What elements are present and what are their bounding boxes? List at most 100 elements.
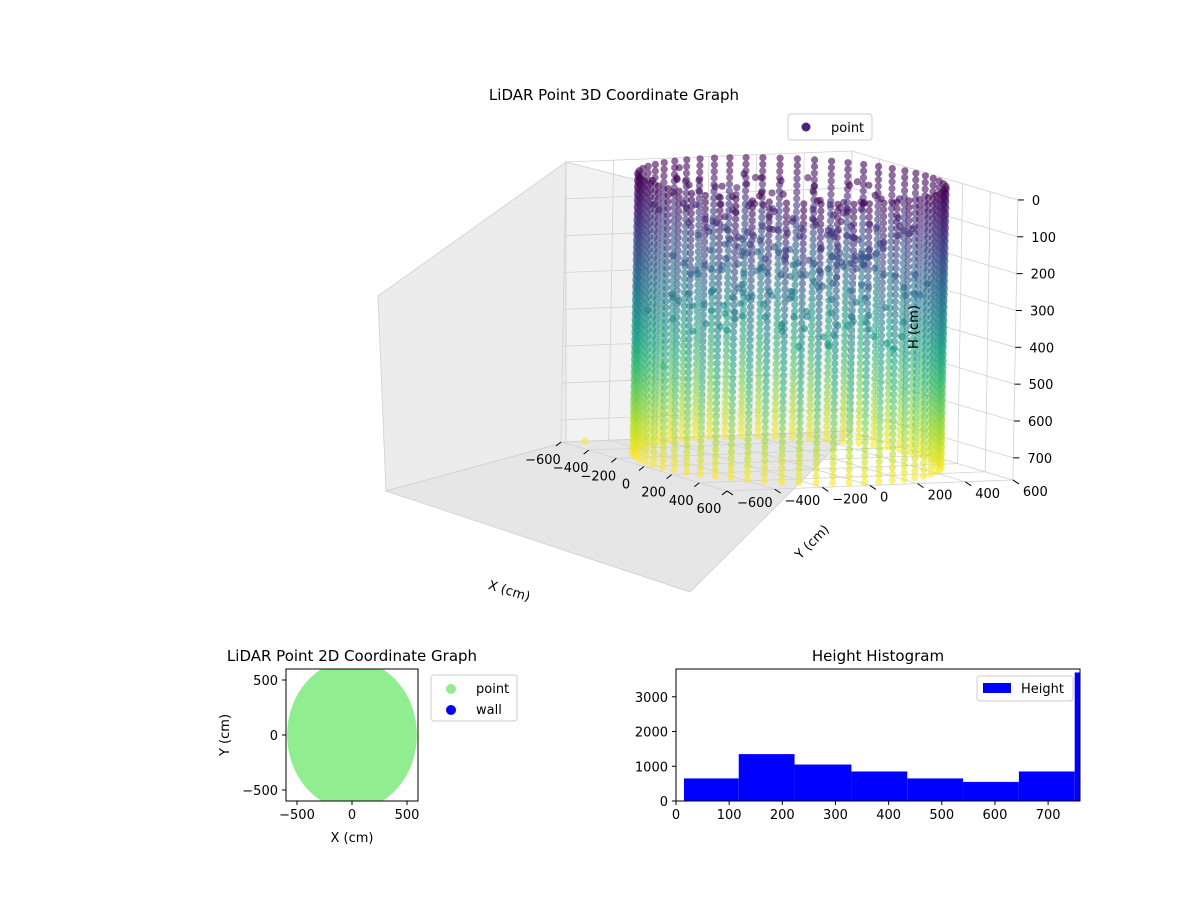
data-point [901,402,910,410]
data-point [892,278,900,286]
data-point [681,229,690,237]
data-point [697,430,705,438]
data-point [765,231,773,239]
data-point [796,419,804,427]
data-point [796,438,804,447]
data-point [920,432,928,440]
data-point [776,154,784,162]
data-point [799,253,807,261]
data-point [696,168,704,176]
data-point [900,475,908,483]
data-point [855,426,863,434]
data-point [904,283,912,291]
data-point [797,346,805,354]
data-point [816,260,824,268]
data-point [848,306,856,314]
data-point [871,355,879,363]
data-point [756,333,764,341]
data-point [679,361,687,369]
data-point [637,349,646,357]
data-point [912,176,920,184]
data-point [765,211,773,219]
data-point [762,390,770,398]
data-point [659,437,668,445]
data-point [846,419,854,427]
data-point [651,368,659,376]
data-point [815,306,823,314]
data-point [691,433,699,441]
data-point [761,410,770,418]
data-point [884,430,892,438]
data-point [699,337,707,345]
data-point [873,275,881,283]
data-point [737,299,745,308]
data-point [684,388,692,396]
data-point [812,459,821,467]
data-point [797,366,805,374]
data-point [732,208,740,217]
data-point [795,465,803,473]
chart2d-x-label: X (cm) [331,831,374,846]
data-point [716,193,724,202]
data-point [884,423,892,431]
data-point [679,348,687,356]
data-point [847,353,855,361]
data-point [935,322,943,330]
data-point [674,273,682,281]
data-point [904,256,912,265]
data-point [905,223,913,231]
data-point [698,371,706,379]
data-point [755,366,763,374]
data-point [922,346,930,354]
data-point [920,465,928,474]
data-point [707,353,715,361]
data-point [812,452,821,460]
data-point [723,339,731,347]
data-point [663,251,671,259]
data-point [799,266,807,274]
data-point [653,248,661,256]
data-point [814,353,822,361]
data-point [699,317,707,326]
data-point [662,304,670,312]
data-point [892,264,900,272]
data-point [859,180,868,188]
data-point [853,178,862,186]
y-tick-label: 3000 [635,691,668,706]
data-point [920,446,928,454]
data-point [924,233,932,241]
data-point [824,340,832,348]
data-point [870,428,878,436]
data-point [639,283,647,291]
grid-line [984,191,991,472]
data-point [728,421,736,429]
data-point [843,208,851,216]
data-point [900,187,909,195]
data-point [860,167,868,175]
data-point [861,465,869,473]
data-point [755,392,763,400]
data-point [870,408,878,416]
data-point [730,315,738,323]
data-point [931,205,940,213]
data-point [654,202,662,210]
data-point [654,189,663,197]
data-point [929,351,937,359]
data-point [831,366,839,374]
data-point [888,171,896,179]
data-point [856,353,864,361]
data-point [887,211,896,219]
data-point [793,188,801,196]
x-tick-label: −600 [525,453,561,468]
data-point [731,248,739,256]
data-point [708,320,716,328]
data-point [680,282,689,290]
data-point [842,252,850,260]
data-point [810,260,818,268]
data-point [806,414,814,423]
data-point [846,432,854,440]
data-point [675,200,683,208]
data-point [861,445,869,453]
data-point [672,366,680,374]
data-point [772,373,780,381]
